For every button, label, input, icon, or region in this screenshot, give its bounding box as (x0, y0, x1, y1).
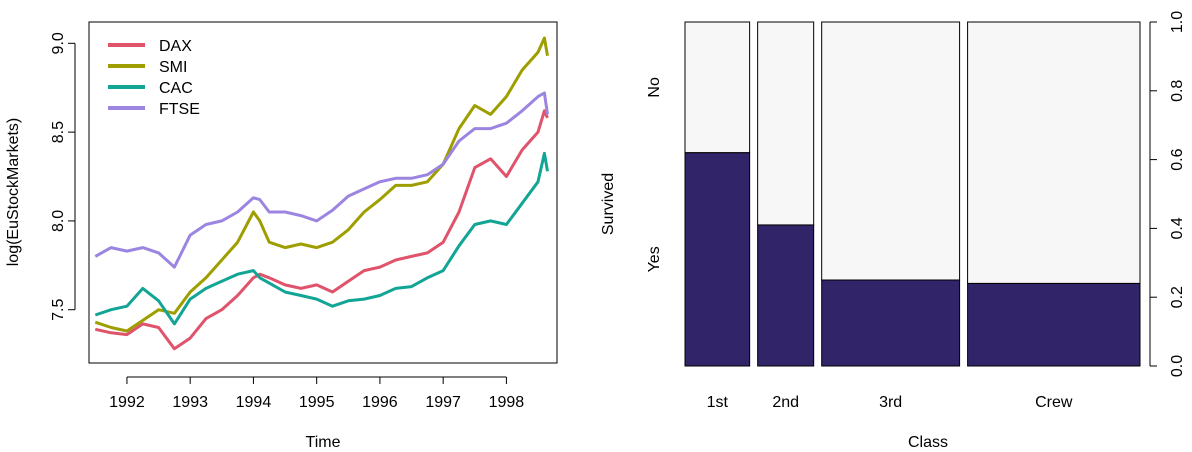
legend-label: CAC (159, 80, 193, 97)
line-chart: 1992 1993 1994 1995 1996 1997 1998 7.5 8.0 8.5 9.… (5, 21, 558, 451)
line-plot-frame (88, 21, 558, 364)
x-axis-title: Class (908, 434, 948, 451)
bar-yes-3rd (821, 279, 961, 367)
bar-no-crew (967, 21, 1141, 284)
right-tick-label: 0.2 (1169, 286, 1186, 308)
x-tick-label: 1993 (172, 394, 208, 411)
y-axis-title: Survived (600, 173, 617, 235)
y-tick-label: 9.0 (50, 32, 67, 54)
y-tick-label: 8.5 (50, 121, 67, 143)
spine-bars (684, 21, 1141, 367)
right-tick-label: 1.0 (1169, 11, 1186, 33)
legend-label: DAX (159, 38, 192, 55)
right-tick-label: 0.6 (1169, 148, 1186, 170)
right-axis: 0.0 0.2 0.4 0.6 0.8 1.0 (1149, 11, 1186, 377)
x-tick-label: 1992 (109, 394, 145, 411)
x-tick-label: 1996 (362, 394, 398, 411)
x-tick-label: 1st (707, 394, 729, 411)
legend-label: SMI (159, 59, 187, 76)
x-tick-label: 2nd (772, 394, 799, 411)
y-level-label: Yes (646, 246, 663, 272)
y-axis: 7.5 8.0 8.5 9.0 (50, 32, 76, 321)
x-tick-label: 1995 (299, 394, 335, 411)
x-tick-label: 1998 (489, 394, 525, 411)
series-line-ftse (94, 91, 549, 269)
bar-no-1st (684, 21, 751, 154)
bar-no-2nd (757, 21, 815, 226)
y-level-label: No (646, 77, 663, 98)
legend-label: FTSE (159, 101, 200, 118)
series-lines (94, 36, 549, 351)
right-tick-label: 0.4 (1169, 217, 1186, 239)
right-tick-label: 0.0 (1169, 355, 1186, 377)
x-axis: 1992 1993 1994 1995 1996 1997 1998 (109, 376, 525, 411)
x-tick-label: 1994 (236, 394, 272, 411)
y-axis-title: log(EuStockMarkets) (5, 118, 22, 267)
bar-yes-1st (684, 152, 751, 367)
bar-yes-crew (967, 282, 1141, 367)
bar-no-3rd (821, 21, 961, 281)
series-line-dax (94, 109, 549, 351)
legend: DAX SMI CAC FTSE (108, 38, 200, 118)
y-tick-label: 7.5 (50, 299, 67, 321)
right-tick-label: 0.8 (1169, 80, 1186, 102)
y-level-labels: Yes No (646, 77, 663, 272)
series-line-smi (94, 36, 549, 333)
x-tick-label: 3rd (879, 394, 902, 411)
x-axis-title: Time (306, 434, 341, 451)
x-axis: 1st 2nd 3rd Crew (707, 394, 1073, 411)
x-tick-label: Crew (1035, 394, 1073, 411)
x-tick-label: 1997 (425, 394, 461, 411)
bar-yes-2nd (757, 224, 815, 367)
spine-chart: 1st 2nd 3rd Crew Yes No 0.0 0.2 0.4 0.6 0.8 1.0 C… (600, 11, 1186, 451)
series-line-cac (94, 151, 549, 326)
y-tick-label: 8.0 (50, 210, 67, 232)
